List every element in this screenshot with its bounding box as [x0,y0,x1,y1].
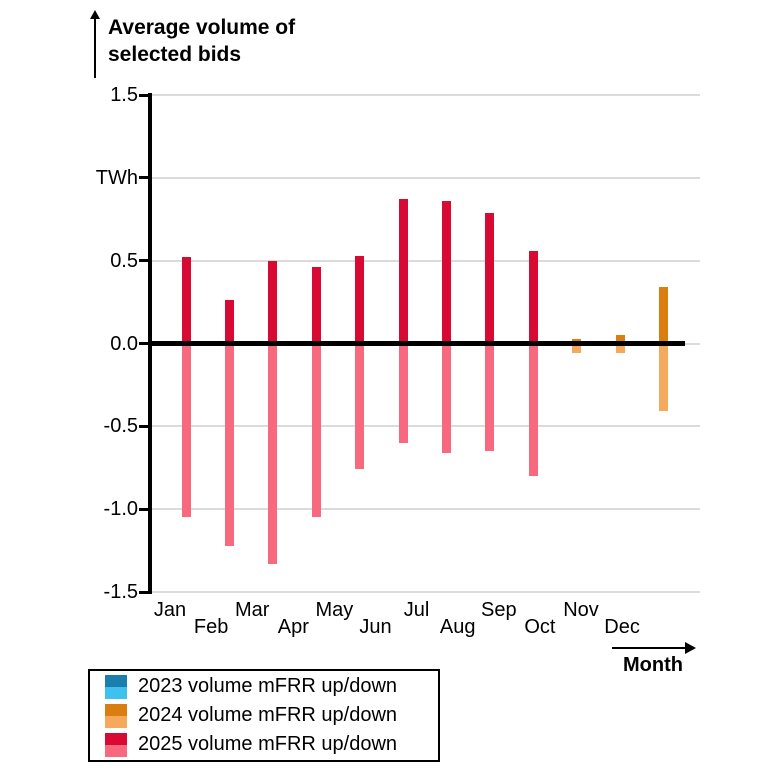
bar-up-nov [615,335,625,344]
x-axis-arrow-icon [612,642,696,654]
chart-title-line2: selected bids [108,43,242,66]
legend-item: 2023 volume mFRR up/down [105,674,438,700]
bar-down-feb [224,343,234,546]
month-label-jan: Jan [153,599,187,621]
month-label-apr: Apr [277,616,309,638]
y-axis-tick [139,424,148,428]
bar-up-feb [224,300,234,344]
y-axis-tick [139,93,148,97]
swatch-down-color [105,715,127,728]
y-tick-label: -1.5 [103,581,138,603]
bar-up-aug [485,212,495,344]
bar-down-may [355,343,365,470]
legend-swatch-icon [105,703,127,728]
y-axis-tick [139,342,148,345]
month-label-sep: Sep [481,599,517,621]
bar-down-mar [268,343,278,564]
month-label-jul: Jul [403,599,430,621]
legend-item: 2024 volume mFRR up/down [105,703,438,729]
bar-down-jun [398,343,408,443]
y-tick-label: 1.5 [110,84,138,106]
bar-down-apr [311,343,321,518]
bar-down-dec [658,343,668,412]
y-tick-label: -0.5 [103,415,138,438]
y-axis-tick [139,259,148,263]
month-label-may: May [315,599,354,621]
y-tick-label: TWh [95,166,138,189]
legend-swatch-icon [105,674,127,699]
month-label-nov: Nov [563,599,599,621]
bar-down-aug [485,343,495,452]
y-tick-label: 0.0 [110,332,138,355]
arrow-shaft [612,647,685,649]
gridline [150,176,700,179]
bar-down-oct [572,343,582,354]
arrow-shaft [94,17,96,78]
gridline [150,508,700,511]
swatch-up-color [105,674,127,687]
y-tick-label: -1.0 [103,498,138,521]
bar-down-sep [528,343,538,477]
month-label-oct: Oct [524,616,556,638]
swatch-down-color [105,686,127,699]
bar-up-dec [658,287,668,344]
legend-swatch-icon [105,732,127,757]
bar-up-mar [268,260,278,344]
bar-up-jan [181,257,191,344]
gridline [150,94,700,96]
gridline [150,259,700,262]
arrow-right-head [685,642,696,654]
month-label-aug: Aug [439,616,476,638]
bar-down-nov [615,343,625,354]
month-label-dec: Dec [604,616,640,638]
chart-title-line1: Average volume of [108,16,296,39]
y-axis-arrow-icon [90,10,100,78]
month-label-feb: Feb [193,616,229,638]
y-tick-label: 0.5 [110,249,138,272]
bar-up-jul [441,201,451,344]
y-axis-tick [139,507,148,511]
legend-label: 2024 volume mFRR up/down [138,704,398,726]
x-axis-zero-line [150,341,685,346]
chart-title: Average volume of selected bids [108,14,295,68]
y-axis-tick [139,176,148,180]
month-label-mar: Mar [234,599,270,621]
month-label-jun: Jun [359,616,392,638]
bar-up-may [355,255,365,344]
legend-item: 2025 volume mFRR up/down [105,732,438,758]
swatch-up-color [105,703,127,716]
swatch-up-color [105,732,127,745]
plot-area: 1.5 TWh 0.5 0.0 -0.5 -1.0 -1.5 Jan Feb Mar Apr May J… [96,84,702,638]
gridline [150,425,700,428]
y-axis-tick [139,590,148,594]
legend-box: 2023 volume mFRR up/down 2024 volume mFRR… [88,669,440,762]
legend-label: 2025 volume mFRR up/down [138,733,398,755]
x-axis-title: Month [623,654,683,676]
gridline [150,591,700,593]
swatch-down-color [105,744,127,757]
bar-down-jan [181,343,191,518]
bar-up-apr [311,267,321,344]
y-axis [148,93,152,594]
legend-label: 2023 volume mFRR up/down [138,675,398,697]
bar-down-jul [441,343,451,453]
bar-up-jun [398,199,408,344]
bar-up-sep [528,250,538,344]
arrow-up-head [90,10,100,19]
